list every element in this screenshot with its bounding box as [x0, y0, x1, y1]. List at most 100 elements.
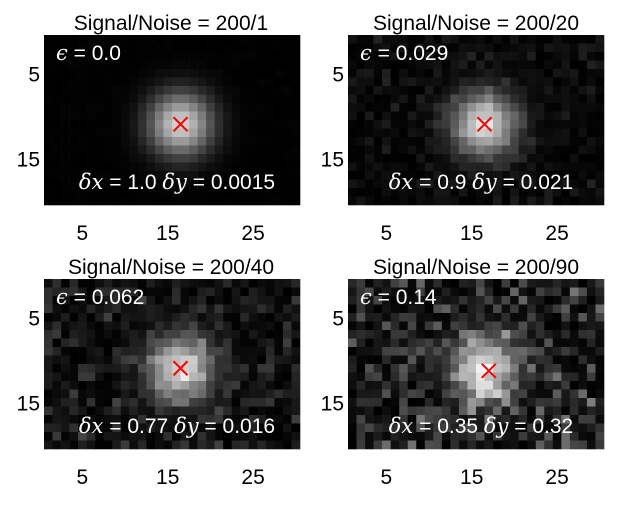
heatmap-cell	[365, 60, 374, 70]
heatmap-cell	[373, 43, 383, 53]
heatmap-cell	[44, 296, 53, 305]
heatmap-cell	[535, 287, 545, 297]
heatmap-cell	[231, 423, 241, 433]
heatmap-cell	[365, 137, 374, 146]
heatmap-cell	[120, 103, 130, 112]
heatmap-cell	[424, 171, 434, 180]
heatmap-cell	[69, 137, 79, 146]
heatmap-cell	[501, 423, 511, 433]
heatmap-cell	[493, 137, 502, 146]
heatmap-cell	[163, 415, 173, 424]
heatmap-cell	[214, 179, 224, 189]
heatmap-cell	[44, 372, 53, 382]
heatmap-cell	[137, 111, 147, 121]
heatmap-cell	[61, 52, 70, 61]
heatmap-cell	[578, 94, 588, 104]
heatmap-cell	[561, 372, 571, 382]
heatmap-cell	[484, 69, 494, 78]
heatmap-cell	[291, 103, 301, 112]
heatmap-cell	[586, 355, 596, 365]
heatmap-cell	[95, 60, 105, 70]
heatmap-cell	[112, 364, 122, 373]
heatmap-cell	[569, 103, 579, 112]
heatmap-cell	[120, 304, 130, 314]
heatmap-cell	[595, 60, 605, 70]
heatmap-cell	[578, 364, 588, 373]
heatmap-cell	[265, 321, 275, 331]
heatmap-cell	[382, 338, 391, 348]
heatmap-cell	[95, 415, 105, 424]
heatmap-cell	[248, 43, 258, 53]
heatmap-cell	[257, 120, 267, 129]
heatmap-cell	[137, 304, 147, 314]
heatmap-cell	[86, 86, 96, 95]
heatmap-cell	[356, 69, 366, 78]
heatmap-cell	[231, 347, 241, 356]
heatmap-cell	[578, 60, 588, 70]
heatmap-cell	[382, 69, 391, 78]
heatmap-cell	[441, 381, 451, 390]
heatmap-cell	[493, 389, 502, 399]
heatmap-cell	[120, 162, 130, 172]
heatmap-cell	[518, 179, 528, 189]
heatmap-cell	[197, 137, 207, 146]
heatmap-cell	[69, 279, 79, 288]
heatmap-cell	[240, 179, 250, 189]
heatmap-cell	[248, 415, 258, 424]
heatmap-cell	[416, 60, 426, 70]
heatmap-cell	[78, 330, 87, 339]
heatmap-cell	[103, 372, 113, 382]
heatmap-cell	[561, 162, 571, 172]
heatmap-cell	[450, 313, 460, 322]
heatmap-cell	[510, 364, 519, 373]
heatmap-cell	[493, 304, 502, 314]
heatmap-cell	[78, 179, 87, 189]
heatmap-cell	[95, 287, 105, 297]
heatmap-cell	[561, 137, 571, 146]
marker-stroke-b	[481, 363, 497, 379]
heatmap-cell	[189, 423, 198, 433]
heatmap-cell	[248, 330, 258, 339]
heatmap-cell	[95, 77, 105, 87]
dy-value: = 0.016	[199, 415, 275, 438]
heatmap-cell	[424, 52, 434, 61]
heatmap-cell	[518, 52, 528, 61]
heatmap-cell	[231, 179, 241, 189]
heatmap-cell	[476, 137, 485, 146]
heatmap-cell	[163, 406, 173, 416]
heatmap-cell	[223, 296, 233, 305]
heatmap-cell	[510, 406, 519, 416]
heatmap-cell	[458, 398, 468, 407]
heatmap-cell	[146, 69, 156, 78]
heatmap-cell	[223, 432, 233, 441]
heatmap-cell	[467, 60, 477, 70]
heatmap-cell	[172, 154, 181, 163]
heatmap-cell	[544, 330, 554, 339]
heatmap-cell	[231, 415, 241, 424]
heatmap-cell	[399, 86, 409, 95]
heatmap-cell	[527, 381, 537, 390]
heatmap-cell	[206, 406, 215, 416]
heatmap-cell	[561, 120, 571, 129]
heatmap-cell	[586, 440, 596, 450]
heatmap-cell	[282, 154, 292, 163]
heatmap-cell	[214, 196, 224, 206]
heatmap-cell	[518, 287, 528, 297]
heatmap-cell	[586, 364, 596, 373]
heatmap-cell	[206, 321, 215, 331]
heatmap-cell	[197, 94, 207, 104]
heatmap-cell	[154, 381, 164, 390]
heatmap-cell	[214, 330, 224, 339]
heatmap-cell	[390, 69, 400, 78]
heatmap-cell	[476, 60, 485, 70]
heatmap-cell	[240, 103, 250, 112]
heatmap-cell	[493, 111, 502, 121]
heatmap-cell	[356, 389, 366, 399]
heatmap-cell	[257, 321, 267, 331]
heatmap-cell	[95, 313, 105, 322]
heatmap-cell	[172, 69, 181, 78]
heatmap-cell	[467, 423, 477, 433]
heatmap-cell	[493, 347, 502, 356]
heatmap-cell	[424, 398, 434, 407]
heatmap-cell	[95, 304, 105, 314]
